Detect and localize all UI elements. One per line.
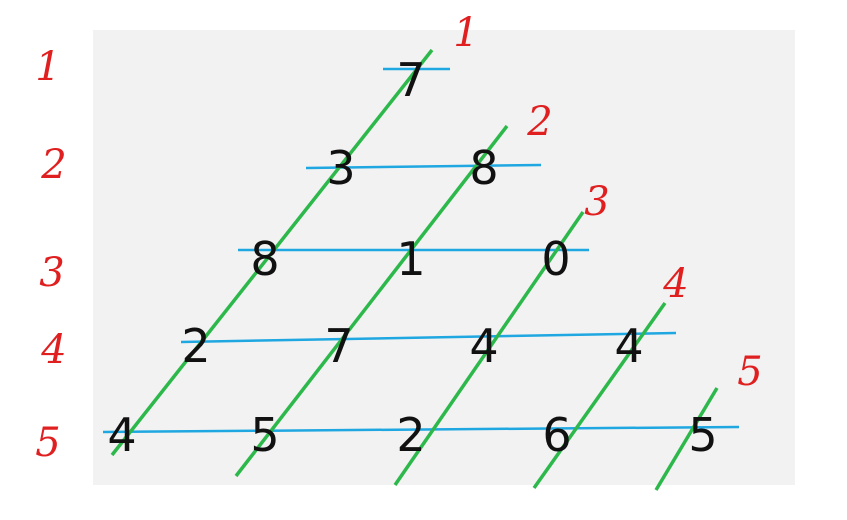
cell-r2-c1: 3 xyxy=(326,141,355,195)
diagonal-line-3 xyxy=(393,211,585,486)
row-line-4 xyxy=(180,331,677,344)
cell-r5-c2: 5 xyxy=(250,408,279,462)
cell-r4-c4: 4 xyxy=(614,319,643,373)
diagonal-label-2: 2 xyxy=(526,99,552,145)
cell-r1-c1: 7 xyxy=(396,53,425,107)
cell-r5-c1: 4 xyxy=(107,408,136,462)
cell-r4-c1: 2 xyxy=(181,319,210,373)
cell-r4-c2: 7 xyxy=(324,319,353,373)
row-line-5 xyxy=(102,425,740,434)
cell-r5-c5: 5 xyxy=(688,408,717,462)
row-label-3: 3 xyxy=(39,250,64,296)
row-label-5: 5 xyxy=(35,420,60,466)
diagonal-label-5: 5 xyxy=(737,349,762,395)
cell-r3-c2: 1 xyxy=(396,232,425,286)
cell-r3-c1: 8 xyxy=(250,232,279,286)
row-lines xyxy=(102,67,740,434)
triangle-numbers: 7 3 8 8 1 0 2 7 4 4 4 5 2 6 5 xyxy=(107,53,717,462)
diagonal-line-5 xyxy=(654,387,719,491)
row-labels: 1 2 3 4 5 xyxy=(35,44,66,466)
row-label-2: 2 xyxy=(40,142,66,188)
diagram-panel xyxy=(93,30,795,485)
cell-r4-c3: 4 xyxy=(469,319,498,373)
cell-r5-c3: 2 xyxy=(396,408,425,462)
diagonal-line-2 xyxy=(234,124,509,478)
row-line-2 xyxy=(305,163,542,170)
cell-r2-c2: 8 xyxy=(469,141,498,195)
cell-r3-c3: 0 xyxy=(541,232,570,286)
diagonal-labels: 1 2 3 4 5 xyxy=(453,10,762,395)
diagonal-label-4: 4 xyxy=(662,261,688,307)
row-label-4: 4 xyxy=(40,327,66,373)
diagonal-label-1: 1 xyxy=(453,10,478,56)
diagonal-lines xyxy=(110,48,719,491)
diagonal-line-4 xyxy=(532,301,667,490)
row-label-1: 1 xyxy=(35,44,60,90)
diagonal-label-3: 3 xyxy=(584,179,609,225)
cell-r5-c4: 6 xyxy=(542,408,571,462)
diagonal-line-1 xyxy=(110,48,434,457)
